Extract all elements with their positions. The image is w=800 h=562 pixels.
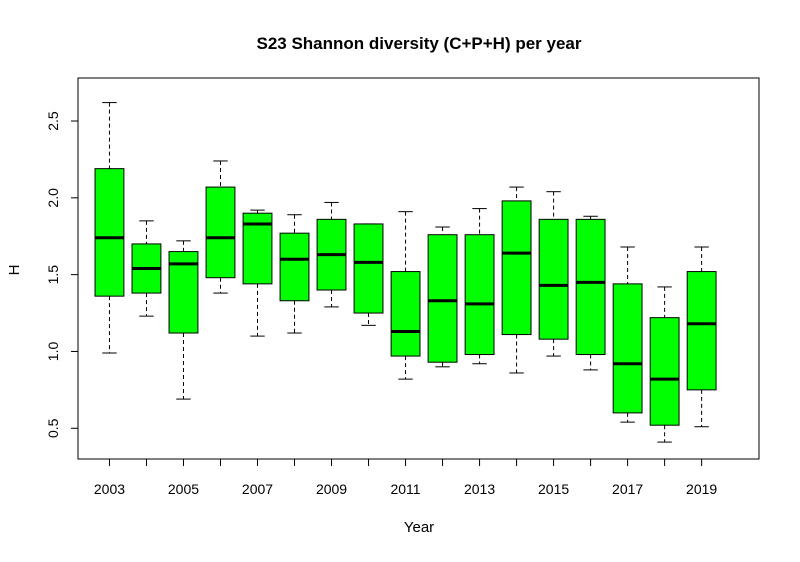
box-2018 bbox=[649, 286, 680, 443]
iqr-box bbox=[649, 317, 680, 426]
box-2005 bbox=[168, 240, 199, 400]
iqr-box bbox=[427, 234, 458, 363]
iqr-box bbox=[205, 186, 236, 279]
y-tick-label: 0.5 bbox=[45, 418, 61, 438]
box-2017 bbox=[612, 246, 643, 423]
box-2011 bbox=[390, 211, 421, 380]
box-2019 bbox=[686, 246, 717, 428]
y-tick-label: 1.5 bbox=[45, 265, 61, 285]
plot-area: 0.5 1.0 1.5 2.0 2.5 2003 2005 2007 2009 2011 2013 2… bbox=[45, 77, 760, 497]
y-axis-label: H bbox=[6, 265, 23, 276]
box-2014 bbox=[501, 186, 532, 374]
x-tick-label: 2009 bbox=[316, 481, 347, 497]
x-tick-label: 2005 bbox=[168, 481, 199, 497]
box-2004 bbox=[131, 220, 162, 317]
box-2009 bbox=[316, 201, 347, 308]
iqr-box bbox=[686, 271, 717, 391]
x-axis-label: Year bbox=[404, 519, 434, 536]
y-tick-label: 1.0 bbox=[45, 342, 61, 362]
box-2007 bbox=[242, 209, 273, 337]
iqr-box bbox=[464, 234, 495, 356]
plot-frame bbox=[77, 77, 760, 460]
x-tick-label: 2011 bbox=[390, 481, 420, 497]
iqr-box bbox=[612, 283, 643, 414]
y-tick-label: 2.0 bbox=[45, 188, 61, 208]
box-2006 bbox=[205, 160, 236, 294]
box-2010 bbox=[353, 223, 384, 326]
iqr-box bbox=[501, 200, 532, 336]
box-2003 bbox=[94, 102, 125, 354]
x-tick-label: 2003 bbox=[94, 481, 125, 497]
iqr-box bbox=[575, 218, 606, 356]
iqr-box bbox=[390, 271, 421, 357]
box-2013 bbox=[464, 208, 495, 365]
box-2008 bbox=[279, 214, 310, 334]
x-tick-label: 2017 bbox=[612, 481, 643, 497]
y-tick-label: 2.5 bbox=[45, 111, 61, 131]
iqr-box bbox=[94, 168, 125, 297]
box-2015 bbox=[538, 191, 569, 357]
box-2012 bbox=[427, 226, 458, 368]
x-tick-label: 2015 bbox=[538, 481, 569, 497]
chart-title: S23 Shannon diversity (C+P+H) per year bbox=[256, 34, 581, 53]
x-tick-label: 2007 bbox=[242, 481, 273, 497]
x-tick-label: 2013 bbox=[464, 481, 495, 497]
iqr-box bbox=[538, 218, 569, 340]
iqr-box bbox=[279, 232, 310, 302]
iqr-box bbox=[353, 223, 384, 314]
box-2016 bbox=[575, 215, 606, 371]
x-tick-label: 2019 bbox=[686, 481, 717, 497]
